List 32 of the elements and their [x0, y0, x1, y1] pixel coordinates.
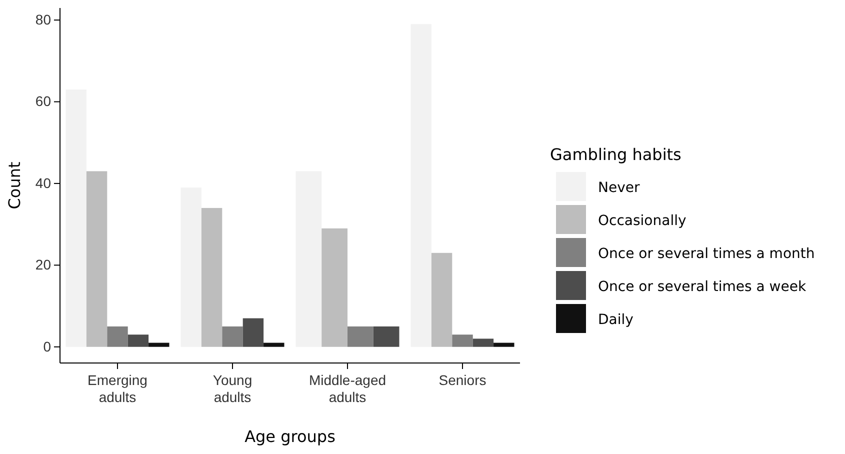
bar: [242, 318, 264, 347]
legend-label: Occasionally: [598, 213, 686, 229]
bar: [128, 334, 149, 347]
bar: [472, 338, 494, 347]
bar: [107, 326, 128, 347]
bar: [452, 334, 473, 347]
bar: [222, 326, 243, 347]
legend-label: Never: [598, 180, 640, 196]
bar: [180, 188, 202, 347]
bar: [66, 90, 86, 347]
x-tick-label: Emerging adults: [88, 372, 148, 405]
y-tick-label: 60: [35, 93, 52, 110]
y-tick-label: 20: [35, 256, 52, 273]
legend-label: Daily: [598, 312, 634, 328]
bar: [494, 342, 514, 347]
legend-title: Gambling habits: [550, 145, 682, 164]
bar: [264, 342, 284, 347]
bar: [148, 342, 170, 347]
legend-label: Once or several times a month: [598, 246, 815, 262]
bar: [410, 24, 432, 347]
legend-label: Once or several times a week: [598, 279, 807, 295]
x-tick-label: Seniors: [438, 372, 486, 388]
x-tick-label: Young adults: [212, 372, 252, 405]
y-tick-label: 0: [43, 338, 52, 354]
x-axis-title: Age groups: [244, 427, 336, 446]
y-tick-label: 80: [35, 12, 52, 28]
y-tick-label: 40: [35, 174, 52, 191]
x-tick-label: Middle-aged adults: [308, 372, 386, 405]
bar: [431, 252, 452, 347]
y-axis-title: Count: [5, 162, 24, 210]
bar: [201, 208, 222, 347]
bar: [86, 171, 108, 347]
